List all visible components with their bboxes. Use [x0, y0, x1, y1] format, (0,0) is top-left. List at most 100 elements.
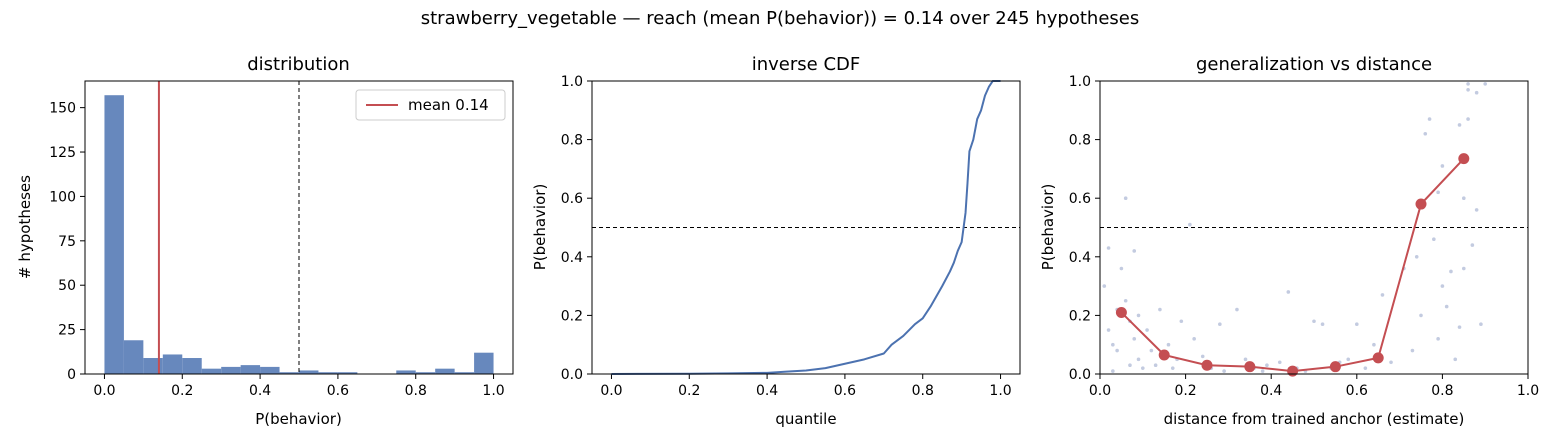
histogram-bar: [104, 95, 124, 375]
axes-frame: [84, 80, 514, 375]
histogram-bar: [299, 370, 319, 374]
binned-mean-point: [1329, 361, 1341, 373]
x-tick-label: 0.0: [93, 383, 115, 399]
scatter-point: [1102, 284, 1107, 288]
scatter-point: [1222, 369, 1226, 373]
scatter-point: [1106, 246, 1111, 250]
x-tick-label: 1.0: [482, 383, 504, 399]
y-tick-label: 1.0: [1069, 74, 1091, 90]
x-tick-label: 0.0: [1089, 383, 1111, 399]
x-tick-label: 0.6: [1346, 383, 1368, 399]
y-tick-label: 0.6: [561, 191, 583, 207]
scatter-point: [1136, 313, 1141, 318]
scatter-point: [1277, 360, 1282, 365]
scatter-point: [1106, 328, 1111, 332]
scatter-point: [1200, 354, 1205, 359]
chart-title: inverse CDF: [752, 54, 861, 75]
y-tick-label: 0.8: [561, 133, 583, 149]
panel-generalization-vs-distance: generalization vs distance 0.0 0.2 0.4 0.6 0…: [1039, 54, 1539, 428]
y-axis-label: # hypotheses: [16, 175, 34, 279]
binned-mean-point: [1201, 359, 1213, 371]
scatter-point: [1119, 266, 1124, 271]
scatter-point: [1243, 357, 1248, 362]
histogram-bar: [435, 368, 455, 374]
scatter-point: [1166, 342, 1171, 347]
x-tick-label: 0.8: [912, 383, 934, 399]
scatter-point: [1192, 337, 1196, 341]
x-axis-label: P(behavior): [255, 410, 342, 428]
legend-box: [355, 89, 506, 121]
scatter-point: [1440, 164, 1445, 168]
series-line: [611, 80, 1001, 375]
scatter-point: [1436, 190, 1440, 195]
scatter-point: [1483, 82, 1487, 86]
histogram-bar: [201, 368, 222, 374]
x-axis-label: quantile: [775, 410, 836, 428]
scatter-point: [1265, 363, 1269, 368]
y-tick-label: 0.0: [1069, 367, 1091, 383]
binned-mean-point: [1158, 349, 1170, 361]
y-tick-label: 0: [67, 367, 76, 383]
scatter-point: [1474, 90, 1479, 95]
scatter-point: [1449, 269, 1453, 274]
plot-area: 0.0 0.2 0.4 0.6 0.8 1.0 0.0 0.2 0.4 0.6 0.8 1.0: [1069, 74, 1539, 399]
binned-mean-point: [1115, 306, 1127, 318]
x-axis-label: distance from trained anchor (estimate): [1164, 410, 1465, 428]
scatter-point: [1479, 322, 1483, 326]
scatter-point: [1111, 342, 1115, 347]
scatter-point: [1380, 293, 1385, 297]
plot-area: 0.0 0.2 0.4 0.6 0.8 1.0 0 25 50 75 100 125 150: [49, 80, 514, 399]
scatter-point: [1235, 307, 1239, 312]
scatter-point: [1453, 357, 1458, 362]
binned-mean-point: [1244, 361, 1256, 373]
scatter-point: [1414, 254, 1419, 259]
histogram-bar: [182, 358, 202, 374]
y-tick-label: 0.2: [561, 308, 583, 324]
scatter-point: [1423, 131, 1428, 136]
scatter-point: [1457, 123, 1462, 127]
x-tick-label: 0.4: [1260, 383, 1282, 399]
scatter-point: [1132, 249, 1137, 253]
panel-inverse-cdf: inverse CDF 0.0 0.2 0.4 0.6 0.8 1.00.00.20.40…: [531, 54, 1021, 428]
scatter-point: [1153, 363, 1158, 368]
y-tick-label: 0.8: [1069, 133, 1091, 149]
scatter-point: [1363, 366, 1368, 370]
scatter-point: [1136, 357, 1141, 362]
scatter-point: [1355, 322, 1359, 326]
scatter-point: [1179, 319, 1184, 324]
histogram-bar: [396, 370, 416, 374]
y-tick-label: 25: [58, 323, 76, 339]
y-tick-label: 0.4: [1069, 250, 1091, 266]
x-tick-label: 0.4: [756, 383, 778, 399]
y-tick-label: 50: [58, 278, 76, 294]
histogram-bar: [260, 366, 280, 374]
x-tick-label: 0.8: [405, 383, 427, 399]
figure-suptitle: strawberry_vegetable — reach (mean P(beh…: [421, 8, 1139, 29]
y-tick-label: 125: [49, 145, 76, 161]
binned-mean-point: [1372, 352, 1384, 364]
histogram-bar: [415, 372, 436, 374]
scatter-point: [1462, 266, 1466, 271]
scatter-point: [1145, 328, 1149, 332]
histogram-bar: [474, 352, 494, 374]
scatter-point: [1123, 196, 1128, 200]
axes-frame: [591, 80, 1021, 375]
x-tick-label: 1.0: [989, 383, 1011, 399]
y-tick-label: 1.0: [561, 74, 583, 90]
x-tick-label: 0.2: [171, 383, 193, 399]
binned-mean-point: [1287, 365, 1299, 377]
y-tick-label: 150: [49, 101, 76, 117]
y-axis-label: P(behavior): [1039, 184, 1057, 271]
y-tick-label: 0.4: [561, 250, 583, 266]
scatter-point: [1158, 307, 1162, 312]
scatter-point: [1466, 117, 1470, 121]
binned-mean-line: [1120, 157, 1465, 373]
scatter-point: [1470, 243, 1475, 247]
scatter-point: [1389, 360, 1393, 365]
histogram-bar: [318, 372, 338, 374]
scatter-point: [1111, 369, 1115, 373]
scatter-point: [1260, 369, 1265, 373]
scatter-point: [1218, 322, 1222, 326]
scatter-point: [1132, 337, 1137, 341]
